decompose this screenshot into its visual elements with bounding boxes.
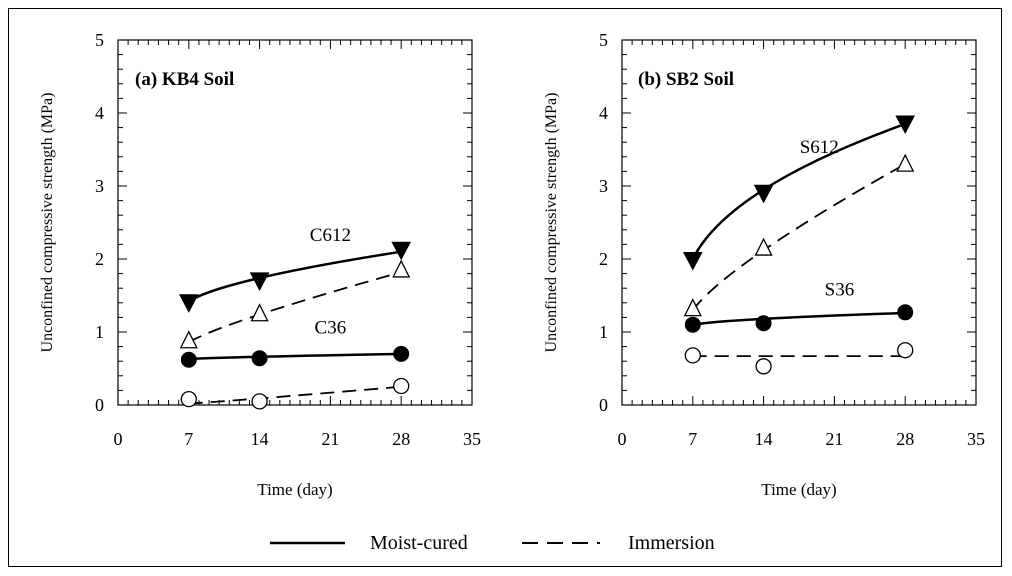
data-point-circle-filled xyxy=(755,315,772,332)
x-tick-label: 14 xyxy=(251,429,269,449)
x-tick-label: 14 xyxy=(755,429,773,449)
data-point-circle-open xyxy=(897,342,914,359)
data-point-circle-filled xyxy=(251,350,268,367)
y-tick-label: 2 xyxy=(599,249,608,269)
x-tick-label: 28 xyxy=(392,429,410,449)
data-point-triangle-filled xyxy=(391,241,412,261)
x-tick-label: 21 xyxy=(825,429,843,449)
y-axis-label: Unconfined compressive strength (MPa) xyxy=(39,93,56,353)
plot-area xyxy=(621,39,977,406)
y-tick-label: 1 xyxy=(95,322,104,342)
data-point-triangle-filled xyxy=(682,251,703,271)
y-tick-label: 0 xyxy=(599,395,608,415)
data-point-triangle-open xyxy=(754,237,773,256)
series-label: C36 xyxy=(315,317,347,338)
data-point-triangle-filled xyxy=(178,294,199,313)
data-point-circle-filled xyxy=(897,304,914,321)
plot-area xyxy=(117,39,473,406)
legend: Moist-cured Immersion xyxy=(270,532,715,554)
x-tick-label: 0 xyxy=(114,429,123,449)
data-point-circle-open xyxy=(393,377,410,395)
y-tick-label: 4 xyxy=(95,103,104,123)
data-point-circle-open xyxy=(684,347,701,364)
y-tick-label: 0 xyxy=(95,395,104,415)
x-tick-label: 35 xyxy=(463,429,481,449)
data-point-triangle-open xyxy=(683,298,702,317)
data-point-circle-open xyxy=(251,393,268,410)
data-point-circle-filled xyxy=(393,345,410,362)
data-point-circle-filled xyxy=(684,316,701,333)
data-point-triangle-open xyxy=(179,330,198,349)
x-tick-label: 7 xyxy=(184,429,193,449)
data-point-triangle-filled xyxy=(895,115,916,135)
panel-sb2: 0 7 14 21 28 35 0 1 2 3 4 5 Time (day) Unconfined com… xyxy=(543,30,985,499)
data-point-triangle-filled xyxy=(249,272,270,291)
data-point-triangle-open xyxy=(250,303,269,322)
panel-title: (a) KB4 Soil xyxy=(135,69,234,90)
y-tick-label: 5 xyxy=(599,30,608,50)
series-label: C612 xyxy=(310,225,351,246)
x-axis-label: Time (day) xyxy=(257,480,332,499)
x-tick-label: 0 xyxy=(618,429,627,449)
data-point-triangle-filled xyxy=(753,184,774,204)
y-tick-label: 5 xyxy=(95,30,104,50)
y-axis-label: Unconfined compressive strength (MPa) xyxy=(543,93,560,353)
data-point-circle-open xyxy=(755,358,772,375)
legend-moist-label: Moist-cured xyxy=(370,532,468,554)
series-label: S612 xyxy=(800,137,839,158)
data-point-circle-open xyxy=(180,391,197,408)
series-label: S36 xyxy=(825,280,855,301)
x-tick-label: 28 xyxy=(896,429,914,449)
x-tick-label: 21 xyxy=(321,429,339,449)
data-point-triangle-open xyxy=(896,153,915,172)
y-tick-label: 3 xyxy=(95,176,104,196)
y-tick-label: 2 xyxy=(95,249,104,269)
x-axis-label: Time (day) xyxy=(761,480,836,499)
panel-title: (b) SB2 Soil xyxy=(638,69,734,90)
y-tick-label: 1 xyxy=(599,322,608,342)
data-point-triangle-open xyxy=(392,259,411,278)
data-point-circle-filled xyxy=(180,351,197,368)
panel-kb4: 0 7 14 21 28 35 0 1 2 3 4 5 Time (day) Unconfined com… xyxy=(39,30,481,499)
y-tick-label: 3 xyxy=(599,176,608,196)
x-tick-label: 7 xyxy=(688,429,697,449)
x-tick-label: 35 xyxy=(967,429,985,449)
legend-immersion-label: Immersion xyxy=(628,532,715,554)
y-tick-label: 4 xyxy=(599,103,608,123)
figure-frame xyxy=(8,8,1002,567)
